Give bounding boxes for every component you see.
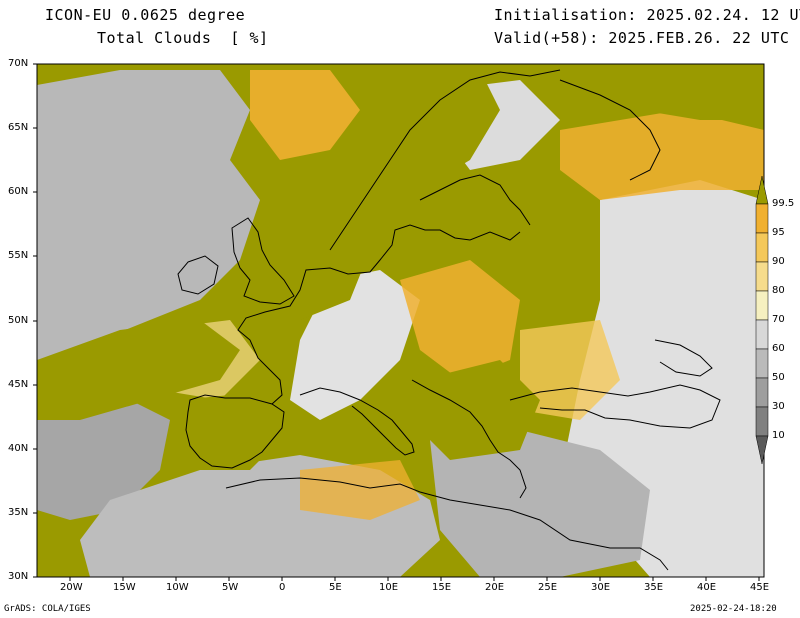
- colorbar-label-50: 50: [772, 372, 785, 383]
- valid-time: Valid(+58): 2025.FEB.26. 22 UTC: [494, 29, 790, 47]
- lat-label-65n: 65N: [8, 122, 29, 133]
- footer-credit: GrADS: COLA/IGES: [4, 604, 91, 614]
- lon-label-15e: 15E: [432, 582, 452, 593]
- lon-label-5w: 5W: [222, 582, 239, 593]
- lon-ticks: [69, 577, 760, 581]
- init-time: Initialisation: 2025.02.24. 12 UTC: [494, 6, 800, 24]
- colorbar-label-80: 80: [772, 285, 785, 296]
- footer-timestamp: 2025-02-24-18:20: [690, 604, 777, 614]
- colorbar-label-30: 30: [772, 401, 785, 412]
- lon-label-35e: 35E: [644, 582, 664, 593]
- overcast-atlantic: [37, 320, 240, 420]
- lat-label-40n: 40N: [8, 443, 29, 454]
- lat-label-55n: 55N: [8, 250, 29, 261]
- overcast-balkans: [410, 360, 540, 460]
- lon-label-10e: 10E: [379, 582, 399, 593]
- lat-label-70n: 70N: [8, 58, 29, 69]
- overcast-scandinavia: [360, 70, 500, 190]
- colorbar-label-60: 60: [772, 343, 785, 354]
- cloud-band-4: [560, 110, 764, 200]
- cloud-band-2: [400, 260, 520, 380]
- cloud-band-6: [300, 460, 420, 520]
- lon-label-20w: 20W: [60, 582, 83, 593]
- lon-label-40e: 40E: [697, 582, 717, 593]
- colorbar-label-95: 95: [772, 227, 785, 238]
- colorbar-label-70: 70: [772, 314, 785, 325]
- overcast-russia: [620, 70, 764, 120]
- colorbar: [755, 175, 769, 465]
- lat-ticks: [33, 63, 37, 578]
- cloud-band-1: [250, 70, 360, 160]
- lon-label-10w: 10W: [166, 582, 189, 593]
- overcast-iberia: [180, 390, 290, 470]
- lat-label-60n: 60N: [8, 186, 29, 197]
- grey-region-mediterranean: [430, 430, 650, 577]
- model-title: ICON-EU 0.0625 degree: [45, 6, 246, 24]
- lon-label-5e: 5E: [329, 582, 342, 593]
- lon-label-30e: 30E: [591, 582, 611, 593]
- overcast-north-sea: [280, 220, 370, 320]
- coastlines: [177, 69, 721, 571]
- lon-label-25e: 25E: [538, 582, 558, 593]
- lon-label-0: 0: [279, 582, 286, 593]
- colorbar-label-10: 10: [772, 430, 785, 441]
- colorbar-label-90: 90: [772, 256, 785, 267]
- field-title: Total Clouds [ %]: [97, 29, 269, 47]
- lon-label-15w: 15W: [113, 582, 136, 593]
- lat-label-30n: 30N: [8, 571, 29, 582]
- map-field: [37, 64, 764, 577]
- lat-label-45n: 45N: [8, 379, 29, 390]
- lon-label-45e: 45E: [750, 582, 770, 593]
- colorbar-label-99-5: 99.5: [772, 198, 795, 209]
- lon-label-20e: 20E: [485, 582, 505, 593]
- lat-label-50n: 50N: [8, 315, 29, 326]
- lat-label-35n: 35N: [8, 507, 29, 518]
- grey-region-atlantic-north: [37, 70, 260, 370]
- cloud-band-3: [520, 320, 620, 420]
